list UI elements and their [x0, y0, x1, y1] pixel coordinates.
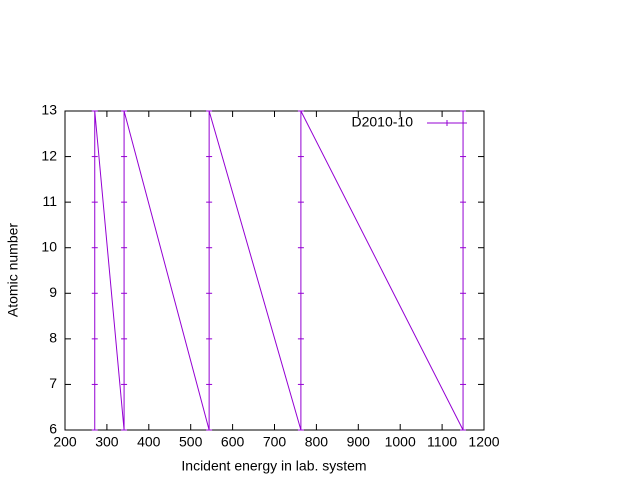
- x-tick-label: 200: [53, 434, 77, 450]
- x-tick-label: 500: [179, 434, 203, 450]
- x-tick-label: 1000: [385, 434, 416, 450]
- y-tick-label: 12: [41, 147, 57, 163]
- y-tick-label: 9: [49, 284, 57, 300]
- y-tick-label: 6: [49, 421, 57, 437]
- x-tick-label: 800: [305, 434, 329, 450]
- x-tick-label: 1200: [468, 434, 499, 450]
- y-tick-label: 11: [42, 193, 57, 209]
- x-tick-label: 700: [263, 434, 287, 450]
- x-tick-label: 1100: [427, 434, 457, 450]
- x-axis-label: Incident energy in lab. system: [181, 458, 366, 474]
- x-tick-label: 300: [95, 434, 119, 450]
- x-tick-label: 900: [347, 434, 371, 450]
- legend-label: D2010-10: [352, 114, 414, 130]
- y-tick-label: 7: [49, 375, 57, 391]
- series-line: [94, 110, 464, 431]
- x-tick-label: 600: [221, 434, 245, 450]
- y-tick-label: 13: [41, 102, 57, 118]
- plot-frame: [64, 110, 485, 431]
- y-tick-label: 10: [41, 238, 57, 254]
- y-tick-label: 8: [49, 330, 57, 346]
- x-tick-label: 400: [137, 434, 161, 450]
- y-axis-label: Atomic number: [5, 223, 21, 317]
